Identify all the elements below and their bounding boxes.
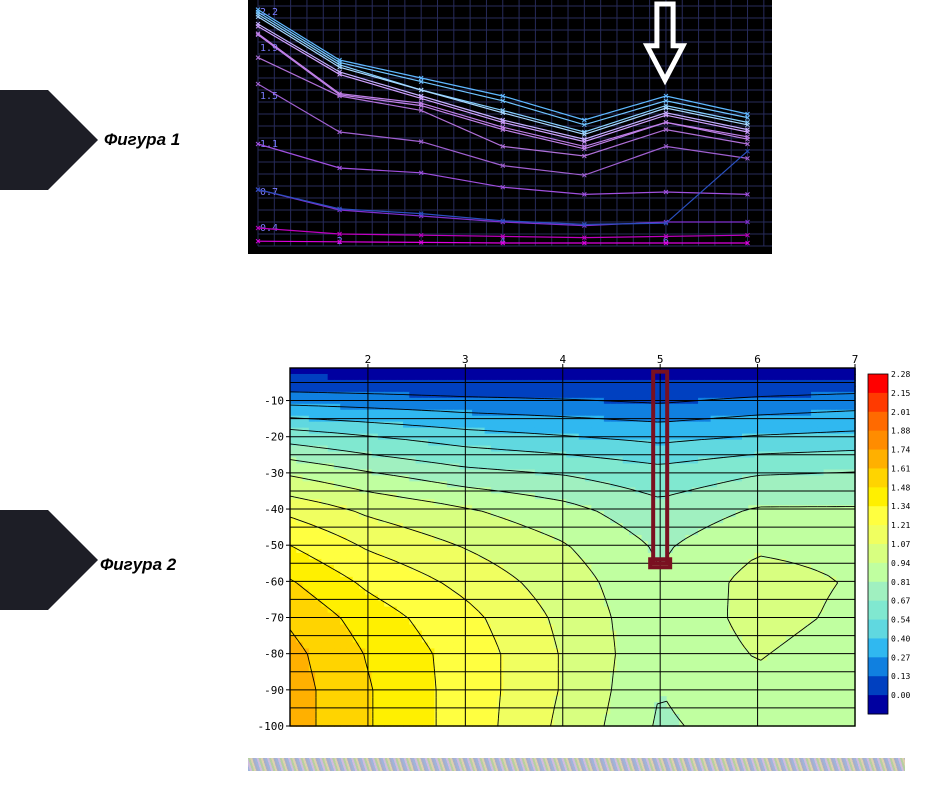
figure1-badge bbox=[0, 90, 48, 190]
figure2-label: Фигура 2 bbox=[100, 555, 176, 575]
svg-text:1.5: 1.5 bbox=[260, 91, 278, 102]
figure1-label: Фигура 1 bbox=[104, 130, 180, 150]
figure1-chart: 0.40.71.11.51.92.2246 bbox=[248, 0, 772, 254]
figure2-badge bbox=[0, 510, 48, 610]
figure1-svg: 0.40.71.11.51.92.2246 bbox=[248, 0, 772, 254]
svg-text:1.1: 1.1 bbox=[260, 139, 278, 150]
noise-strip bbox=[248, 758, 905, 771]
svg-text:1.9: 1.9 bbox=[260, 43, 278, 54]
figure2-chart: 234567-10-20-30-40-50-60-70-80-90-1002.2… bbox=[252, 350, 932, 735]
figure2-svg: 234567-10-20-30-40-50-60-70-80-90-1002.2… bbox=[252, 350, 932, 735]
